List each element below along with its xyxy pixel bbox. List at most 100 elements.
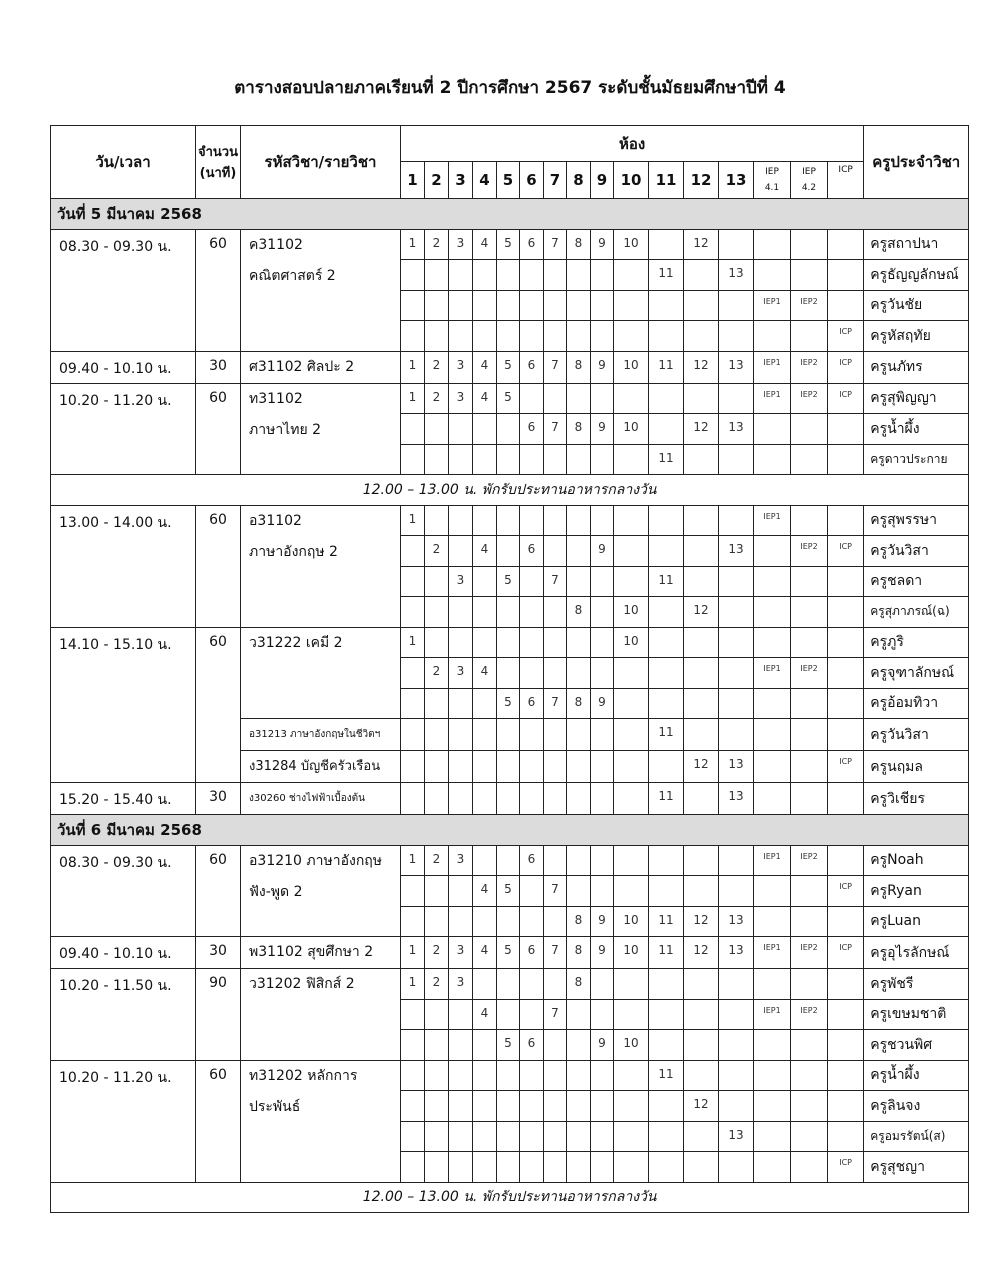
room-cell xyxy=(472,320,497,352)
room-cell xyxy=(400,289,425,321)
room-cell xyxy=(790,1029,828,1061)
table-row: 13 ครูอมรรัตน์(ส) xyxy=(51,1120,970,1152)
room-cell xyxy=(590,657,614,689)
teacher-name: ครูน้ำผึ้ง xyxy=(863,1059,970,1091)
room-cell xyxy=(718,382,754,414)
room-cell xyxy=(448,289,473,321)
room-cell xyxy=(400,443,425,475)
room-cell: 7 xyxy=(543,936,567,969)
room-cell xyxy=(826,687,865,719)
room-cell xyxy=(613,320,649,352)
room-cell xyxy=(400,998,425,1030)
exam-duration: 60 xyxy=(195,844,241,937)
room-cell xyxy=(590,1059,614,1091)
subject-line: พ31102 สุขศึกษา 2 xyxy=(249,944,374,960)
table-row: 15.20 - 15.40 น. 30 ง30260 ช่างไฟฟ้าเบื้อง… xyxy=(50,782,970,815)
room-cell xyxy=(472,1151,497,1183)
room-cell xyxy=(543,844,567,876)
room-cell xyxy=(683,626,719,658)
room-cell xyxy=(753,626,791,658)
exam-time: 08.30 - 09.30 น. xyxy=(50,844,196,937)
room-cell: 2 xyxy=(424,535,449,567)
room-cell xyxy=(566,504,591,536)
table-row: 2 3 4 IEP1 IEP2 ครูจุฑาลักษณ์ xyxy=(51,657,970,689)
subject-line: ค31102 xyxy=(249,236,303,253)
room-cell: 5 xyxy=(496,1029,520,1061)
room-cell xyxy=(519,596,544,628)
room-cell xyxy=(718,596,754,628)
room-cell xyxy=(424,1151,449,1183)
header-room: 4 xyxy=(472,161,497,199)
teacher-name: ครูสุภาภรณ์(ฉ) xyxy=(863,596,970,628)
room-cell xyxy=(566,782,591,815)
room-cell: 9 xyxy=(590,687,614,719)
room-cell xyxy=(472,289,497,321)
exam-time: 10.20 - 11.50 น. xyxy=(50,968,196,1061)
room-cell xyxy=(590,968,614,1000)
room-cell xyxy=(613,382,649,414)
table-row: IEP1 IEP2 ครูวันชัย xyxy=(51,289,970,321)
room-cell xyxy=(718,565,754,597)
room-cell xyxy=(424,504,449,536)
header-room-label: ICP xyxy=(838,165,853,175)
room-cell: ICP xyxy=(826,1151,865,1183)
room-cell xyxy=(448,1090,473,1122)
room-cell xyxy=(826,565,865,597)
room-cell: 6 xyxy=(519,228,544,260)
teacher-name: ครูชลดา xyxy=(863,565,970,597)
room-cell: 12 xyxy=(683,1090,719,1122)
room-cell xyxy=(472,905,497,937)
day-header-row: วันที่ 6 มีนาคม 2568 xyxy=(49,814,970,846)
room-cell xyxy=(648,844,684,876)
room-cell xyxy=(683,844,719,876)
room-cell xyxy=(753,320,791,352)
room-cell xyxy=(424,565,449,597)
room-cell: 9 xyxy=(590,535,614,567)
room-cell: 6 xyxy=(519,350,544,384)
room-cell xyxy=(519,875,544,907)
room-cell xyxy=(543,1029,567,1061)
room-cell: 9 xyxy=(590,1029,614,1061)
subject-line: ท31102 xyxy=(249,390,303,407)
room-cell xyxy=(826,1059,865,1091)
room-cell xyxy=(683,320,719,352)
exam-duration: 90 xyxy=(195,968,241,1061)
room-cell xyxy=(448,1120,473,1152)
room-cell xyxy=(543,443,567,475)
header-room-label: 9 xyxy=(596,171,608,189)
exam-duration: 60 xyxy=(195,382,241,475)
room-cell xyxy=(718,320,754,352)
subject-cell: พ31102 สุขศึกษา 2 xyxy=(240,936,401,969)
room-cell xyxy=(543,750,567,783)
room-cell xyxy=(683,687,719,719)
room-cell xyxy=(613,1090,649,1122)
room-cell: 1 xyxy=(400,844,425,876)
header-room-label: 11 xyxy=(655,171,677,189)
room-cell xyxy=(448,259,473,291)
room-cell xyxy=(826,1029,865,1061)
room-cell xyxy=(753,1151,791,1183)
room-cell xyxy=(519,289,544,321)
room-cell xyxy=(543,504,567,536)
room-cell: 5 xyxy=(496,936,520,969)
room-cell xyxy=(826,413,865,445)
room-cell xyxy=(718,998,754,1030)
room-cell xyxy=(718,228,754,260)
room-cell xyxy=(472,565,497,597)
room-cell: 3 xyxy=(448,228,473,260)
subject-cell: ค31102 คณิตศาสตร์ 2 xyxy=(240,228,401,352)
room-cell xyxy=(648,968,684,1000)
room-cell xyxy=(590,504,614,536)
header-duration-line: (นาที) xyxy=(199,166,237,181)
exam-duration: 60 xyxy=(195,626,241,783)
room-cell xyxy=(648,998,684,1030)
room-cell xyxy=(683,443,719,475)
room-cell xyxy=(472,443,497,475)
room-cell xyxy=(424,782,449,815)
subject-line: ศ31102 ศิลปะ 2 xyxy=(249,358,355,375)
room-cell: 11 xyxy=(648,1059,684,1091)
room-cell xyxy=(400,687,425,719)
room-cell xyxy=(424,626,449,658)
room-cell xyxy=(753,968,791,1000)
room-cell xyxy=(424,1029,449,1061)
